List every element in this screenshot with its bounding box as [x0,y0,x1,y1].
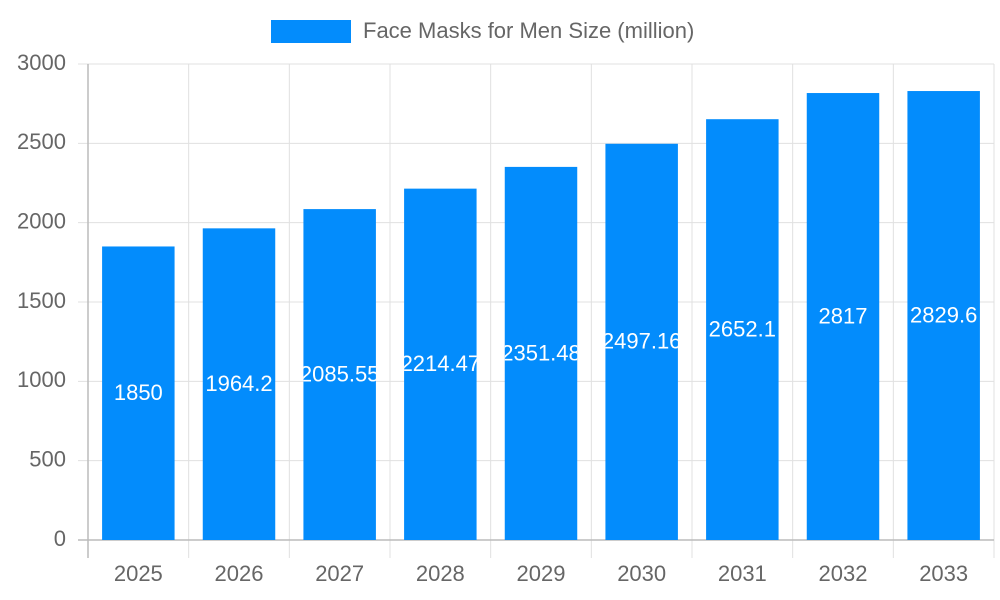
bar [202,228,276,541]
x-tick-label: 2030 [617,561,666,586]
value-label: 2214.47 [401,351,481,376]
x-tick-label: 2028 [416,561,465,586]
y-tick-label: 500 [29,446,66,471]
x-tick-label: 2025 [114,561,163,586]
legend-swatch [271,20,351,43]
value-label: 2652.1 [709,316,776,341]
bar [102,246,175,540]
legend-label: Face Masks for Men Size (million) [363,18,694,43]
x-tick-label: 2026 [215,561,264,586]
y-tick-label: 0 [54,526,66,551]
bar [806,93,880,540]
bar [907,91,980,540]
bar [404,188,477,540]
value-label: 2497.16 [602,329,682,354]
x-tick-label: 2029 [517,561,566,586]
x-tick-label: 2033 [919,561,968,586]
value-label: 1964.2 [205,371,272,396]
bar [706,119,779,540]
y-tick-label: 2000 [17,208,66,233]
x-tick-label: 2027 [315,561,364,586]
y-tick-label: 3000 [17,50,66,75]
value-label: 2085.55 [300,361,380,386]
value-label: 2829.6 [910,302,977,327]
bar [504,166,578,541]
value-label: 2817 [819,303,868,328]
value-label: 1850 [114,380,163,405]
y-tick-label: 1500 [17,288,66,313]
bar [605,143,678,541]
x-tick-label: 2031 [718,561,767,586]
value-label: 2351.48 [501,340,581,365]
y-tick-label: 2500 [17,129,66,154]
y-tick-label: 1000 [17,367,66,392]
bar [303,209,376,541]
x-tick-label: 2032 [819,561,868,586]
